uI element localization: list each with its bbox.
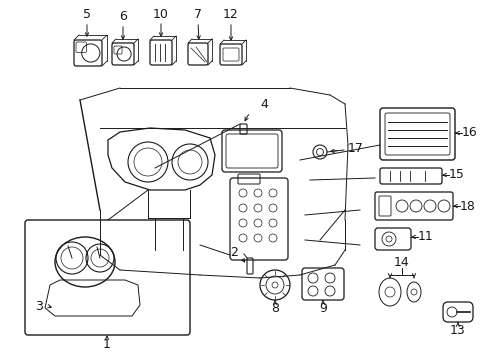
Text: 14: 14 bbox=[393, 256, 409, 270]
Text: 16: 16 bbox=[461, 126, 477, 139]
Text: 11: 11 bbox=[417, 230, 433, 243]
Text: 8: 8 bbox=[270, 302, 279, 315]
Text: 7: 7 bbox=[194, 9, 202, 22]
Text: 1: 1 bbox=[103, 338, 111, 351]
Text: 2: 2 bbox=[230, 246, 238, 258]
Text: 13: 13 bbox=[449, 324, 465, 337]
Text: 4: 4 bbox=[260, 98, 267, 111]
Text: 18: 18 bbox=[459, 199, 475, 212]
Text: 5: 5 bbox=[83, 9, 91, 22]
Text: 17: 17 bbox=[347, 141, 363, 154]
Text: 3: 3 bbox=[35, 300, 43, 312]
Text: 10: 10 bbox=[153, 8, 168, 21]
Text: 12: 12 bbox=[223, 9, 238, 22]
Text: 15: 15 bbox=[448, 168, 464, 181]
Text: 6: 6 bbox=[119, 10, 127, 23]
Text: 9: 9 bbox=[318, 302, 326, 315]
